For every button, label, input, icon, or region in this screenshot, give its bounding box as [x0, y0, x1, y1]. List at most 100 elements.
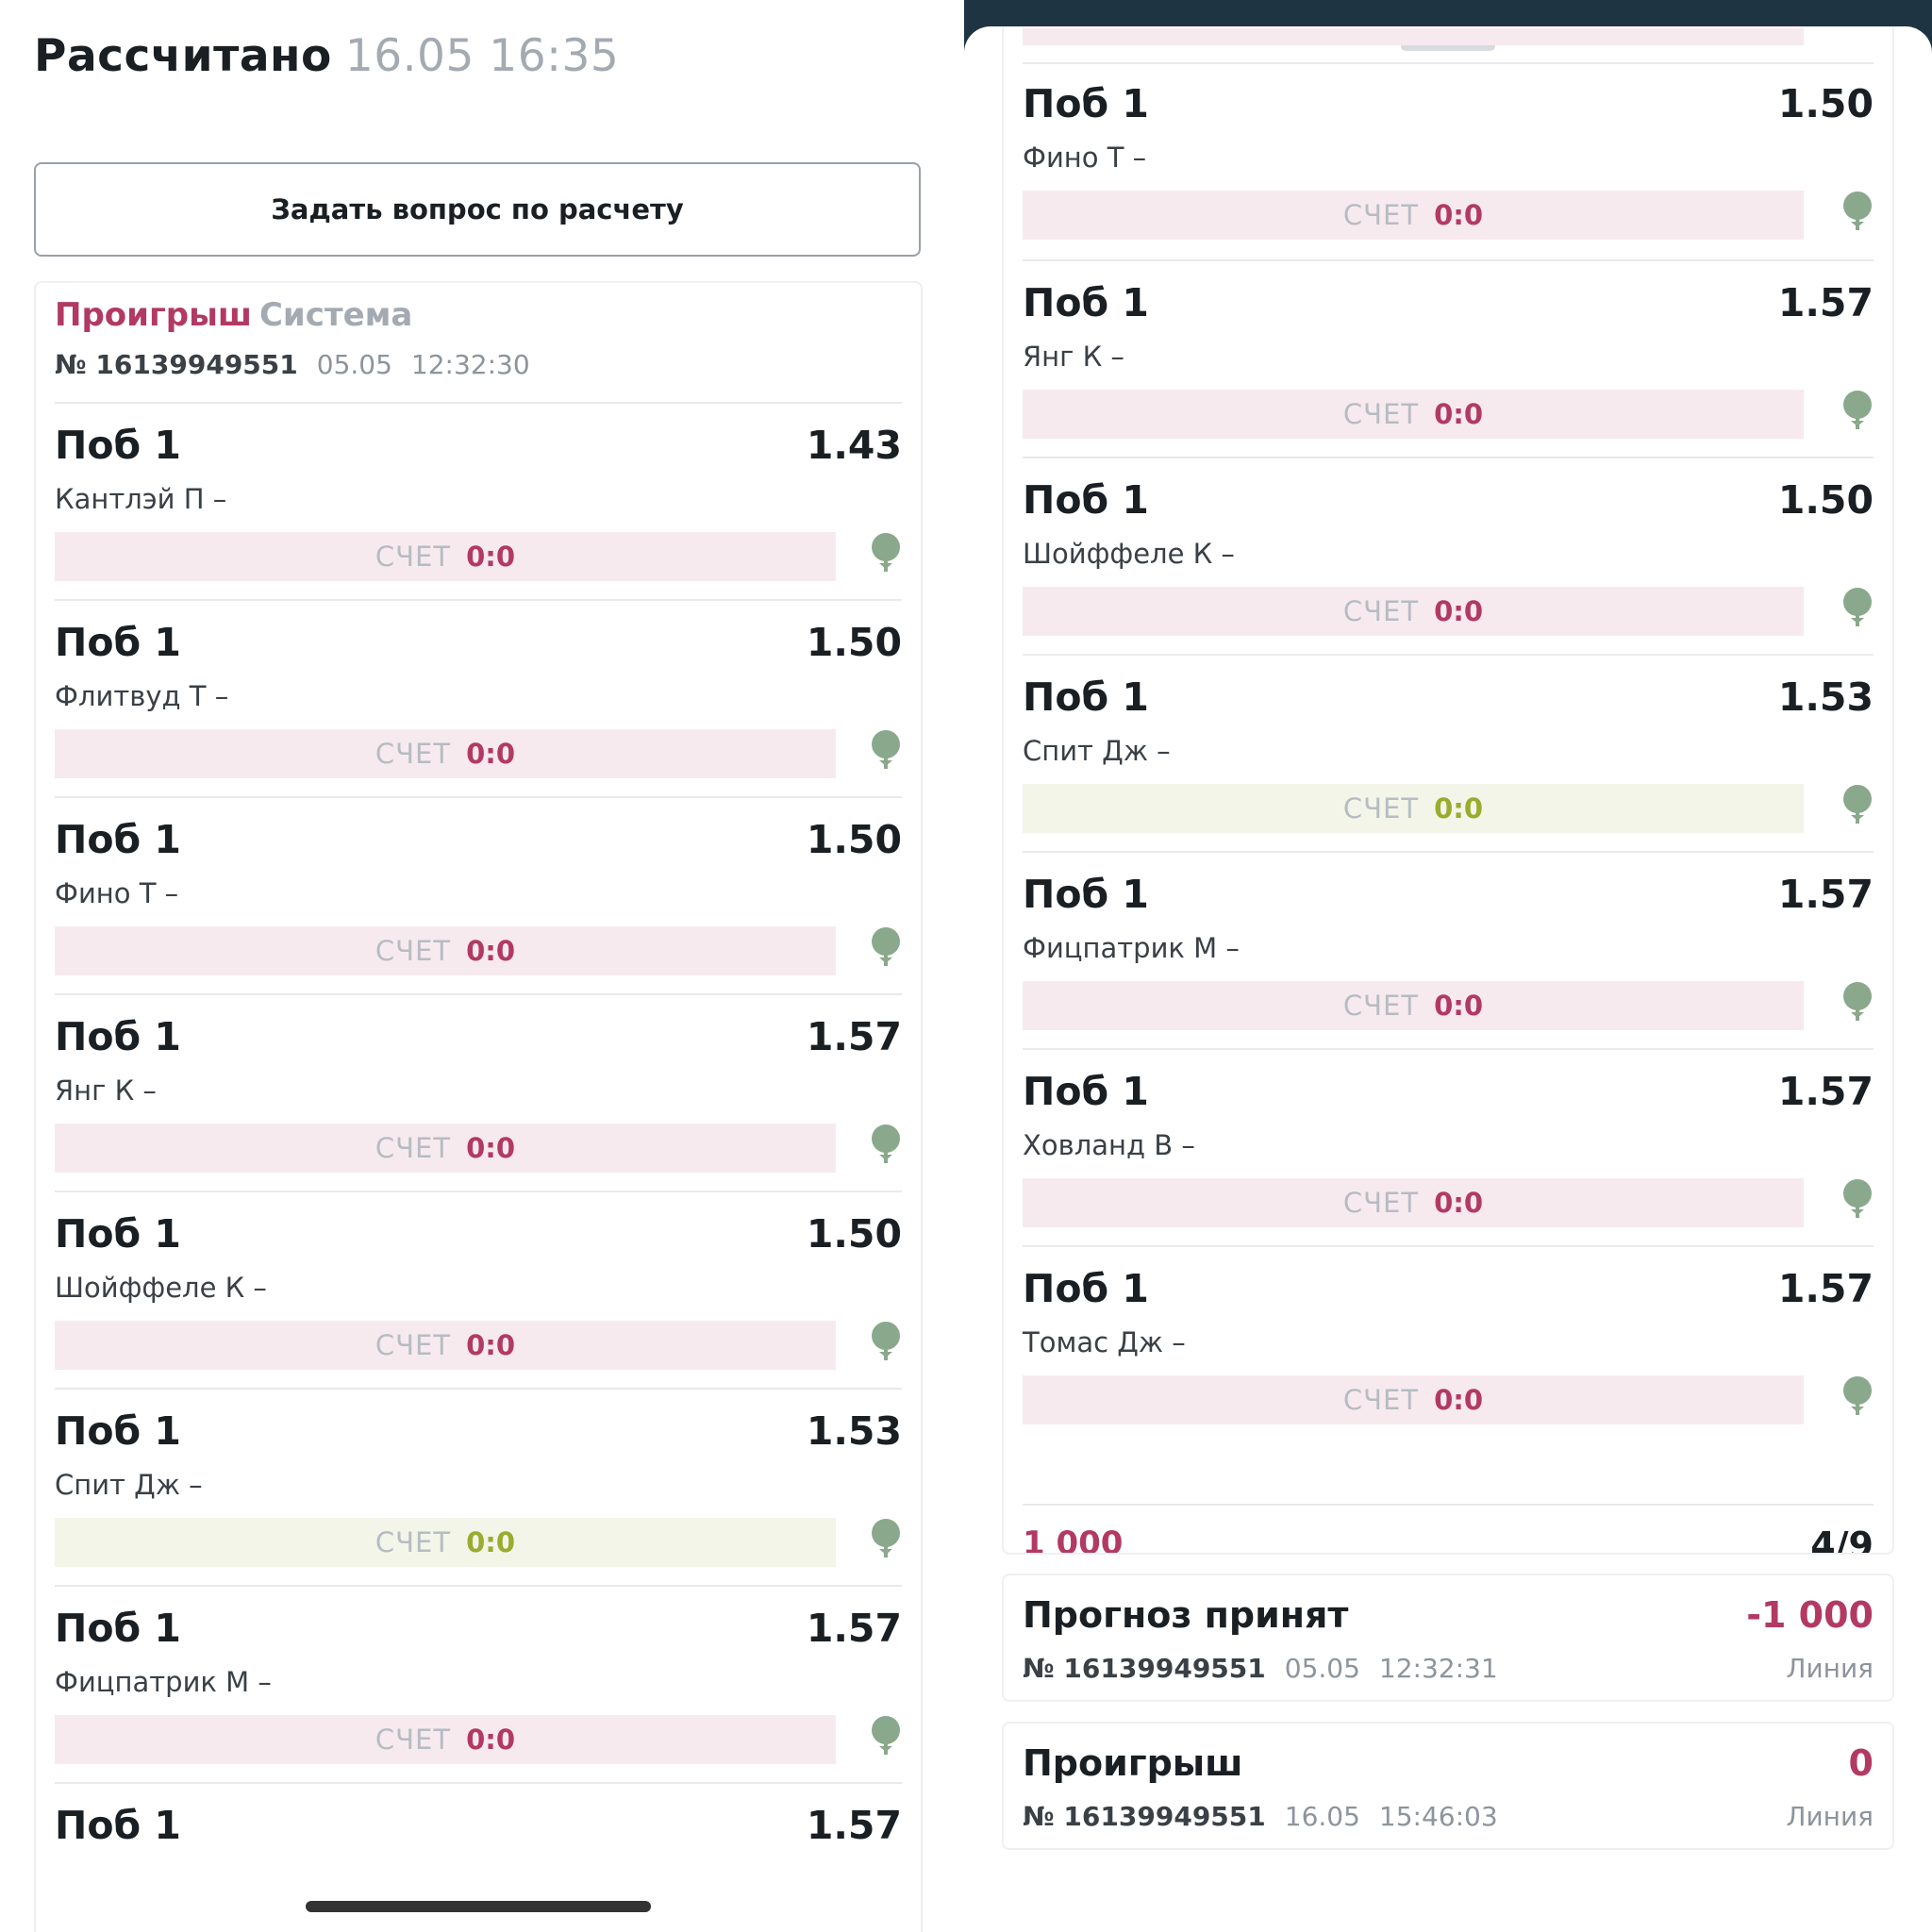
bet-card: Проигрыш Система № 16139949551 05.05 12:32:… — [34, 281, 923, 1932]
event-list: Поб 1 1.43 Кантлэй П – СЧЕТ 0:0 Поб 1 1.50 Флит… — [55, 402, 902, 1932]
event-odds: 1.57 — [1777, 280, 1874, 325]
event-player: Янг К – — [1023, 341, 1124, 373]
event-odds: 1.57 — [806, 1606, 902, 1651]
score-label: СЧЕТ — [375, 1526, 452, 1558]
score-label: СЧЕТ — [1342, 1187, 1420, 1219]
bet-event-row[interactable]: Поб 1 1.53 Спит Дж – СЧЕТ 0:0 — [55, 1388, 902, 1585]
event-market: Поб 1 — [55, 1408, 181, 1454]
bet-number: № 16139949551 — [55, 349, 298, 380]
event-odds: 1.43 — [806, 423, 902, 468]
event-odds: 1.50 — [806, 620, 902, 665]
event-player: Спит Дж – — [55, 1469, 203, 1501]
golf-icon — [872, 1124, 900, 1163]
bet-event-row[interactable]: Поб 1 1.50 Шойффеле К – СЧЕТ 0:0 — [55, 1191, 902, 1388]
transaction-amount: -1 000 — [1746, 1594, 1874, 1636]
score-bar-partial — [1023, 28, 1804, 45]
bet-event-row[interactable]: Поб 1 1.57 Фицпатрик М – СЧЕТ 0:0 — [55, 1585, 902, 1782]
event-score-bar: СЧЕТ 0:0 — [1023, 784, 1804, 833]
event-market: Поб 1 — [1023, 477, 1149, 523]
transaction-date: 16.05 — [1284, 1801, 1360, 1832]
score-label: СЧЕТ — [375, 1329, 452, 1361]
event-score-bar: СЧЕТ 0:0 — [55, 1124, 836, 1173]
home-indicator — [306, 1901, 651, 1912]
event-player: Шойффеле К – — [55, 1272, 267, 1304]
event-odds: 1.57 — [1777, 872, 1874, 917]
right-screen: Поб 1 1.50 Фино Т – СЧЕТ 0:0 Поб 1 1.57 Янг К –… — [964, 0, 1932, 1932]
event-odds: 1.57 — [1777, 1069, 1874, 1114]
event-market: Поб 1 — [1023, 1069, 1149, 1114]
score-label: СЧЕТ — [375, 1724, 452, 1756]
event-market: Поб 1 — [55, 1014, 181, 1059]
golf-icon — [872, 1519, 900, 1557]
event-odds: 1.53 — [1777, 675, 1874, 720]
bet-card-continued: Поб 1 1.50 Фино Т – СЧЕТ 0:0 Поб 1 1.57 Янг К –… — [1002, 26, 1894, 1555]
event-market: Поб 1 — [1023, 675, 1149, 720]
transaction-card[interactable]: Прогноз принят -1 000 № 16139949551 05.05… — [1002, 1574, 1894, 1702]
score-value: 0:0 — [466, 1132, 516, 1164]
event-player: Кантлэй П – — [55, 483, 227, 515]
golf-icon — [1843, 588, 1872, 626]
golf-icon — [872, 730, 900, 769]
bet-event-row[interactable]: Поб 1 1.57 — [55, 1782, 902, 1932]
score-label: СЧЕТ — [1342, 398, 1420, 430]
event-score-bar: СЧЕТ 0:0 — [1023, 191, 1804, 240]
score-label: СЧЕТ — [1342, 1384, 1420, 1416]
event-market: Поб 1 — [1023, 280, 1149, 325]
event-market: Поб 1 — [1023, 1266, 1149, 1311]
score-value: 0:0 — [1434, 792, 1484, 824]
settled-datetime: 16.05 16:35 — [344, 30, 620, 82]
bet-summary: 1 000 4/9 — [1023, 1504, 1874, 1553]
transaction-time: 12:32:31 — [1378, 1653, 1498, 1684]
bet-event-row[interactable]: Поб 1 1.50 Фино Т – СЧЕТ 0:0 — [55, 796, 902, 993]
bet-event-row[interactable]: Поб 1 1.57 Томас Дж – СЧЕТ 0:0 — [1023, 1245, 1874, 1442]
bet-meta: № 16139949551 05.05 12:32:30 — [55, 349, 902, 380]
bet-event-row[interactable]: Поб 1 1.50 Фино Т – СЧЕТ 0:0 — [1023, 62, 1874, 259]
score-label: СЧЕТ — [375, 1132, 452, 1164]
event-odds: 1.50 — [1777, 477, 1874, 523]
sheet-drag-handle[interactable] — [1401, 42, 1495, 51]
event-list: Поб 1 1.50 Фино Т – СЧЕТ 0:0 Поб 1 1.57 Янг К –… — [1023, 62, 1874, 1442]
event-odds: 1.50 — [806, 817, 902, 862]
ask-question-button[interactable]: Задать вопрос по расчету — [34, 162, 921, 257]
bet-event-row[interactable]: Поб 1 1.57 Фицпатрик М – СЧЕТ 0:0 — [1023, 851, 1874, 1048]
bet-event-row[interactable]: Поб 1 1.57 Ховланд В – СЧЕТ 0:0 — [1023, 1048, 1874, 1245]
transaction-type: Линия — [1786, 1801, 1874, 1832]
event-score-bar: СЧЕТ 0:0 — [55, 1715, 836, 1764]
event-player: Фицпатрик М – — [55, 1666, 272, 1698]
event-market: Поб 1 — [55, 423, 181, 468]
score-label: СЧЕТ — [1342, 792, 1420, 824]
bet-event-row[interactable]: Поб 1 1.50 Шойффеле К – СЧЕТ 0:0 — [1023, 457, 1874, 654]
event-score-bar: СЧЕТ 0:0 — [1023, 1178, 1804, 1227]
bet-event-row[interactable]: Поб 1 1.53 Спит Дж – СЧЕТ 0:0 — [1023, 654, 1874, 851]
event-odds: 1.57 — [806, 1014, 902, 1059]
bet-event-row[interactable]: Поб 1 1.50 Флитвуд Т – СЧЕТ 0:0 — [55, 599, 902, 796]
event-score-bar: СЧЕТ 0:0 — [1023, 390, 1804, 439]
event-odds: 1.53 — [806, 1408, 902, 1454]
transaction-card[interactable]: Проигрыш 0 № 16139949551 16.05 15:46:03 Ли… — [1002, 1722, 1894, 1850]
event-player: Фино Т – — [1023, 142, 1147, 174]
bet-type: Система — [258, 296, 413, 334]
score-value: 0:0 — [1434, 398, 1484, 430]
score-label: СЧЕТ — [1342, 199, 1420, 231]
score-label: СЧЕТ — [375, 935, 452, 967]
bet-event-row[interactable]: Поб 1 1.57 Янг К – СЧЕТ 0:0 — [1023, 259, 1874, 457]
event-market: Поб 1 — [55, 1211, 181, 1257]
golf-icon — [872, 533, 900, 572]
bet-event-row[interactable]: Поб 1 1.43 Кантлэй П – СЧЕТ 0:0 — [55, 402, 902, 599]
event-score-bar: СЧЕТ 0:0 — [55, 729, 836, 778]
transaction-title: Прогноз принят — [1023, 1594, 1349, 1636]
golf-icon — [872, 1716, 900, 1755]
event-market: Поб 1 — [55, 620, 181, 665]
bet-event-row[interactable]: Поб 1 1.57 Янг К – СЧЕТ 0:0 — [55, 993, 902, 1191]
score-value: 0:0 — [466, 1724, 516, 1756]
bet-status-line: Проигрыш Система — [55, 296, 902, 334]
score-value: 0:0 — [1434, 595, 1484, 627]
score-value: 0:0 — [1434, 199, 1484, 231]
event-player: Флитвуд Т – — [55, 680, 229, 712]
transaction-amount: 0 — [1848, 1742, 1874, 1784]
score-value: 0:0 — [466, 1329, 516, 1361]
golf-icon — [1843, 1179, 1872, 1218]
score-value: 0:0 — [1434, 990, 1484, 1022]
score-value: 0:0 — [466, 541, 516, 573]
